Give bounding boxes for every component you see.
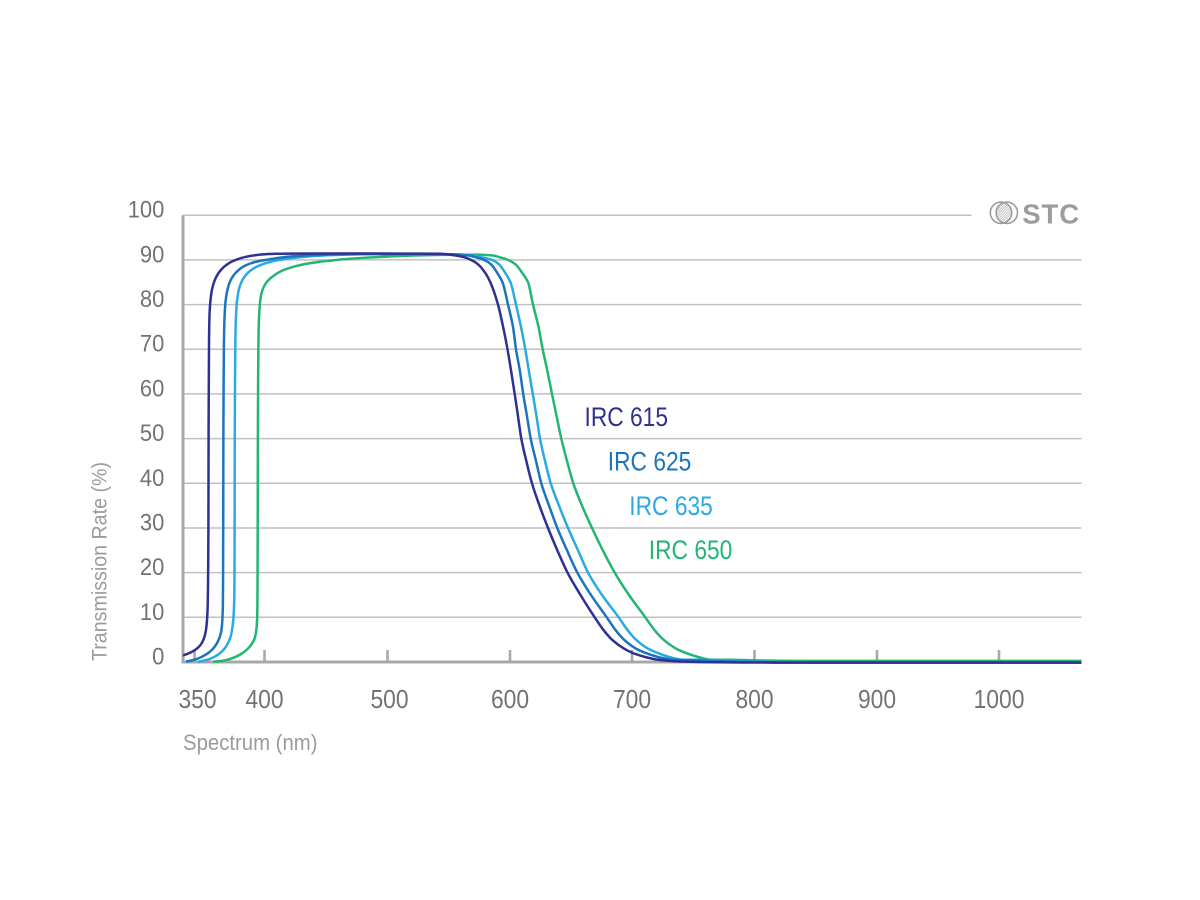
svg-text:IRC 615: IRC 615: [585, 402, 669, 432]
svg-text:20: 20: [140, 554, 164, 581]
svg-text:1000: 1000: [974, 684, 1025, 714]
svg-text:0: 0: [152, 644, 164, 671]
svg-text:50: 50: [140, 420, 164, 447]
svg-text:30: 30: [140, 510, 164, 537]
svg-text:60: 60: [140, 375, 164, 402]
svg-text:80: 80: [140, 286, 164, 313]
svg-text:IRC 625: IRC 625: [608, 446, 692, 476]
svg-text:Spectrum (nm): Spectrum (nm): [183, 730, 318, 755]
svg-text:Transmission Rate (%): Transmission Rate (%): [89, 462, 112, 661]
svg-text:350: 350: [178, 684, 216, 714]
svg-text:70: 70: [140, 331, 164, 358]
svg-text:500: 500: [370, 684, 408, 714]
svg-text:900: 900: [858, 684, 896, 714]
svg-text:600: 600: [491, 684, 529, 714]
svg-text:800: 800: [735, 684, 773, 714]
svg-text:STC: STC: [1022, 198, 1080, 229]
svg-text:40: 40: [140, 465, 164, 492]
svg-text:400: 400: [245, 684, 283, 714]
svg-text:IRC 635: IRC 635: [629, 491, 713, 521]
svg-text:10: 10: [140, 599, 164, 626]
svg-text:IRC 650: IRC 650: [649, 535, 733, 565]
svg-text:100: 100: [128, 197, 165, 224]
svg-text:700: 700: [613, 684, 651, 714]
svg-text:90: 90: [140, 241, 164, 268]
